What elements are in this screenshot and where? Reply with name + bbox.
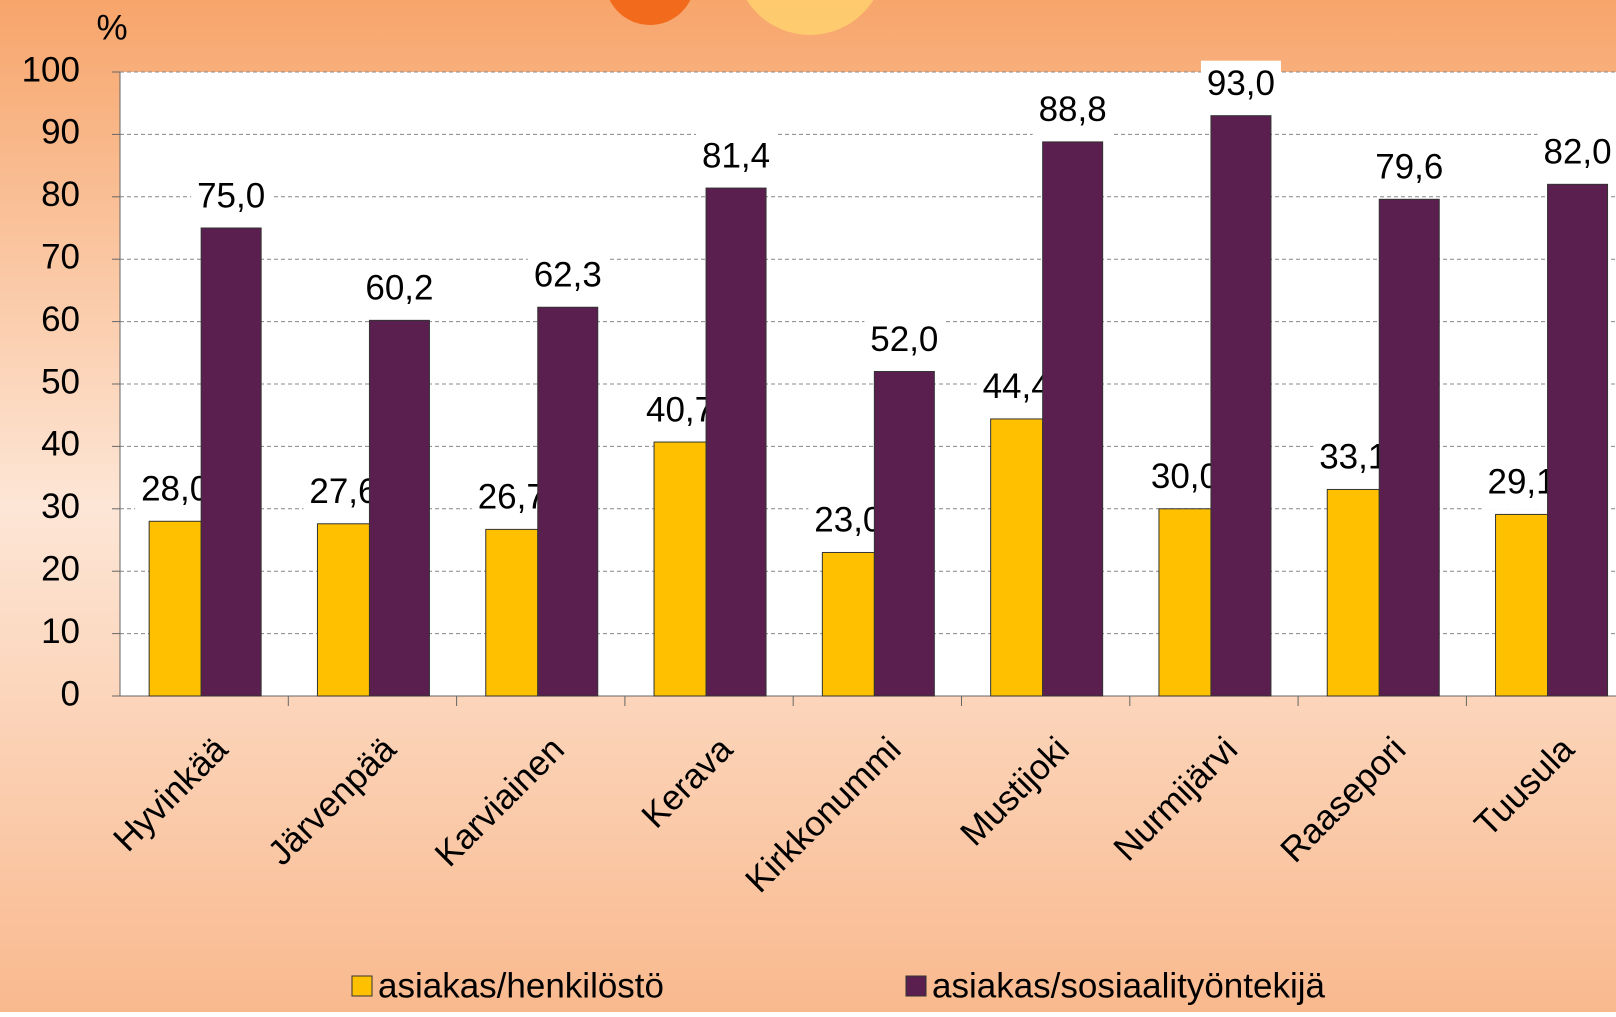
data-label: 26,7: [478, 478, 546, 517]
data-label-box: [359, 265, 440, 316]
bar: [485, 528, 539, 697]
bar: [873, 371, 935, 697]
decoration: [609, 0, 691, 25]
data-label-box: [1032, 86, 1113, 137]
data-label-box: [1537, 129, 1616, 180]
data-label-box: [1369, 144, 1450, 195]
bar: [653, 441, 707, 697]
legend-swatch: [351, 975, 373, 997]
data-label: 62,3: [534, 255, 602, 294]
data-label-box: [1200, 60, 1281, 111]
bar: [1547, 183, 1609, 697]
data-label: 23,0: [814, 501, 882, 540]
bar: [148, 520, 202, 697]
data-label: 88,8: [1039, 90, 1107, 129]
data-label: 75,0: [197, 176, 265, 215]
bar: [537, 306, 599, 697]
data-label: 29,1: [1487, 463, 1555, 502]
y-tick-label: 90: [41, 113, 80, 152]
data-label-box: [864, 316, 945, 367]
data-label: 30,0: [1151, 457, 1219, 496]
data-label: 28,0: [141, 470, 209, 509]
bar: [1378, 198, 1440, 697]
y-tick-label: 60: [41, 300, 80, 339]
y-tick-label: 20: [41, 549, 80, 588]
y-tick-label: 10: [41, 612, 80, 651]
bar: [368, 319, 430, 697]
data-label: 33,1: [1319, 438, 1387, 477]
y-tick-label: 50: [41, 362, 80, 401]
y-tick-label: 70: [41, 237, 80, 276]
legend-swatch: [905, 975, 927, 997]
data-label: 82,0: [1543, 133, 1611, 172]
bar: [1326, 488, 1380, 697]
bar: [990, 418, 1044, 697]
y-tick-label: 40: [41, 425, 80, 464]
y-tick-label: 30: [41, 487, 80, 526]
data-label-box: [696, 133, 777, 184]
y-tick-label: 100: [22, 50, 80, 89]
data-label: 52,0: [870, 320, 938, 359]
data-label: 79,6: [1375, 148, 1443, 187]
bar: [1210, 115, 1272, 697]
y-tick-label: 0: [61, 674, 80, 713]
bar: [200, 227, 262, 697]
data-label: 40,7: [646, 390, 714, 429]
data-label: 93,0: [1207, 64, 1275, 103]
bar: [1042, 141, 1104, 697]
y-tick-label: 80: [41, 175, 80, 214]
bar: [1158, 508, 1212, 697]
decoration: [746, 0, 874, 35]
y-axis-label: %: [96, 8, 127, 47]
data-label: 27,6: [309, 472, 377, 511]
bar: [1495, 513, 1549, 697]
data-label: 44,4: [983, 367, 1051, 406]
legend-label: asiakas/henkilöstö: [378, 966, 664, 1005]
data-label: 81,4: [702, 136, 770, 175]
bar: [705, 187, 767, 697]
bar: [821, 551, 875, 697]
data-label-box: [191, 173, 272, 223]
bar: [316, 523, 370, 697]
legend-label: asiakas/sosiaalityöntekijä: [932, 966, 1326, 1005]
data-label-box: [527, 252, 608, 303]
data-label: 60,2: [365, 269, 433, 308]
